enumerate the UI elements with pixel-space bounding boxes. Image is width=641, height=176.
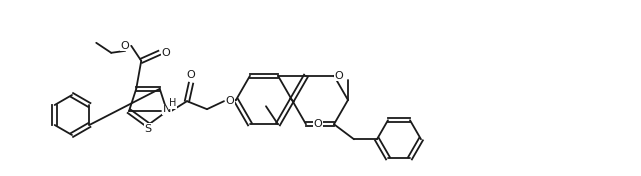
Text: O: O — [335, 71, 344, 81]
Text: O: O — [121, 41, 129, 51]
Text: O: O — [226, 96, 235, 106]
Text: H: H — [169, 98, 177, 108]
Text: S: S — [144, 124, 151, 134]
Text: O: O — [187, 70, 196, 80]
Text: O: O — [313, 119, 322, 129]
Text: O: O — [162, 48, 171, 58]
Text: N: N — [163, 104, 171, 114]
